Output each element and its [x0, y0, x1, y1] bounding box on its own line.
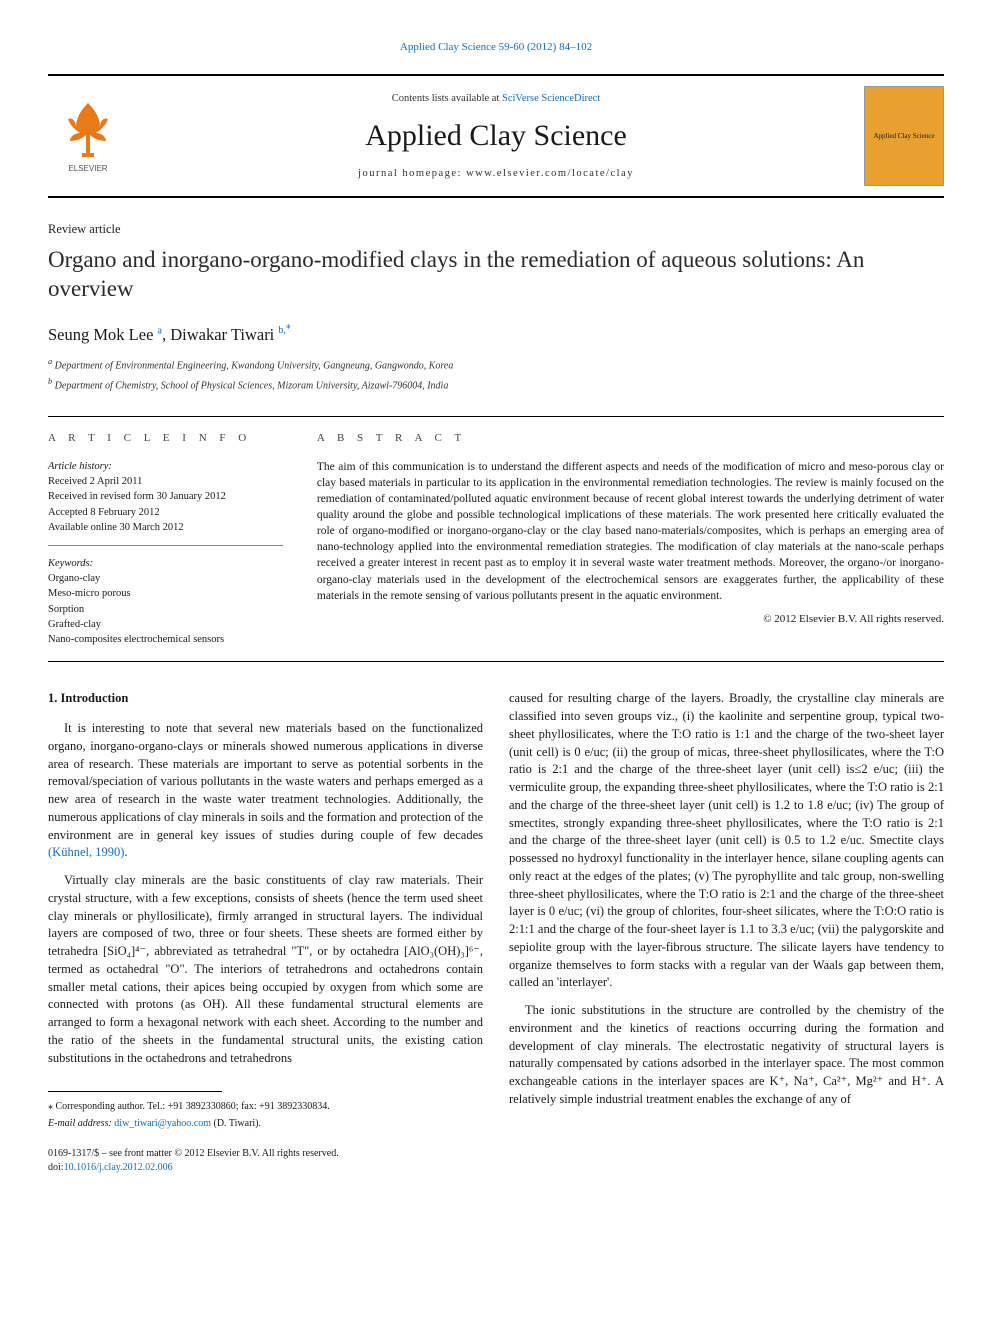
doi-link[interactable]: 10.1016/j.clay.2012.02.006 [64, 1162, 173, 1173]
abstract-heading: A B S T R A C T [317, 431, 944, 447]
article-info: A R T I C L E I N F O Article history: R… [48, 417, 299, 661]
info-abstract-row: A R T I C L E I N F O Article history: R… [48, 416, 944, 662]
contents-line: Contents lists available at SciVerse Sci… [128, 91, 864, 106]
affiliation-b: b Department of Chemistry, School of Phy… [48, 376, 944, 394]
paragraph: It is interesting to note that several n… [48, 720, 483, 862]
publisher-logo: ELSEVIER [48, 97, 128, 175]
author-1: Seung Mok Lee [48, 324, 153, 343]
svg-text:ELSEVIER: ELSEVIER [68, 164, 107, 173]
corresponding-author-note: ⁎ Corresponding author. Tel.: +91 389233… [48, 1100, 483, 1114]
doi-line: doi:10.1016/j.clay.2012.02.006 [48, 1161, 483, 1175]
author-email-link[interactable]: diw_tiwari@yahoo.com [114, 1118, 211, 1129]
affiliations: a Department of Environmental Engineerin… [48, 356, 944, 394]
history-label: Article history: [48, 459, 283, 474]
article-history: Article history: Received 2 April 2011 R… [48, 459, 283, 546]
abstract-text: The aim of this communication is to unde… [317, 459, 944, 604]
body-columns: 1. Introduction It is interesting to not… [48, 690, 944, 1175]
section-1-heading: 1. Introduction [48, 690, 483, 708]
journal-homepage: journal homepage: www.elsevier.com/locat… [128, 166, 864, 181]
affiliation-a: a Department of Environmental Engineerin… [48, 356, 944, 374]
article-info-heading: A R T I C L E I N F O [48, 431, 283, 447]
keyword: Sorption [48, 602, 283, 617]
keyword: Grafted-clay [48, 617, 283, 632]
article-type: Review article [48, 220, 944, 238]
paragraph: caused for resulting charge of the layer… [509, 690, 944, 992]
history-received: Received 2 April 2011 [48, 474, 283, 489]
issn-block: 0169-1317/$ – see front matter © 2012 El… [48, 1147, 483, 1175]
issn-line: 0169-1317/$ – see front matter © 2012 El… [48, 1147, 483, 1161]
keyword: Organo-clay [48, 571, 283, 586]
keyword: Meso-micro porous [48, 586, 283, 601]
keywords-label: Keywords: [48, 556, 283, 571]
journal-title: Applied Clay Science [128, 114, 864, 158]
sciencedirect-link[interactable]: SciVerse ScienceDirect [502, 93, 600, 104]
paragraph: Virtually clay minerals are the basic co… [48, 872, 483, 1067]
citation-link[interactable]: Applied Clay Science 59-60 (2012) 84–102 [48, 40, 944, 56]
footnote-divider [48, 1091, 222, 1100]
journal-cover-thumbnail: Applied Clay Science [864, 86, 944, 186]
history-revised: Received in revised form 30 January 2012 [48, 489, 283, 504]
masthead: ELSEVIER Contents lists available at Sci… [48, 74, 944, 198]
history-accepted: Accepted 8 February 2012 [48, 505, 283, 520]
elsevier-tree-icon: ELSEVIER [57, 97, 119, 175]
abstract-copyright: © 2012 Elsevier B.V. All rights reserved… [317, 612, 944, 628]
keyword: Nano-composites electrochemical sensors [48, 632, 283, 647]
column-left: 1. Introduction It is interesting to not… [48, 690, 483, 1175]
history-online: Available online 30 March 2012 [48, 520, 283, 535]
email-line: E-mail address: diw_tiwari@yahoo.com (D.… [48, 1117, 483, 1131]
authors: Seung Mok Lee a, Diwakar Tiwari b,⁎ [48, 320, 944, 347]
keywords-block: Keywords: Organo-clay Meso-micro porous … [48, 556, 283, 647]
paragraph: The ionic substitutions in the structure… [509, 1002, 944, 1109]
author-2: Diwakar Tiwari [170, 324, 274, 343]
abstract: A B S T R A C T The aim of this communic… [299, 417, 944, 661]
article-title: Organo and inorgano-organo-modified clay… [48, 246, 944, 304]
column-right: caused for resulting charge of the layer… [509, 690, 944, 1175]
corresponding-author-icon[interactable]: ⁎ [286, 321, 291, 332]
masthead-center: Contents lists available at SciVerse Sci… [128, 91, 864, 181]
citation-link[interactable]: (Kühnel, 1990) [48, 845, 124, 859]
